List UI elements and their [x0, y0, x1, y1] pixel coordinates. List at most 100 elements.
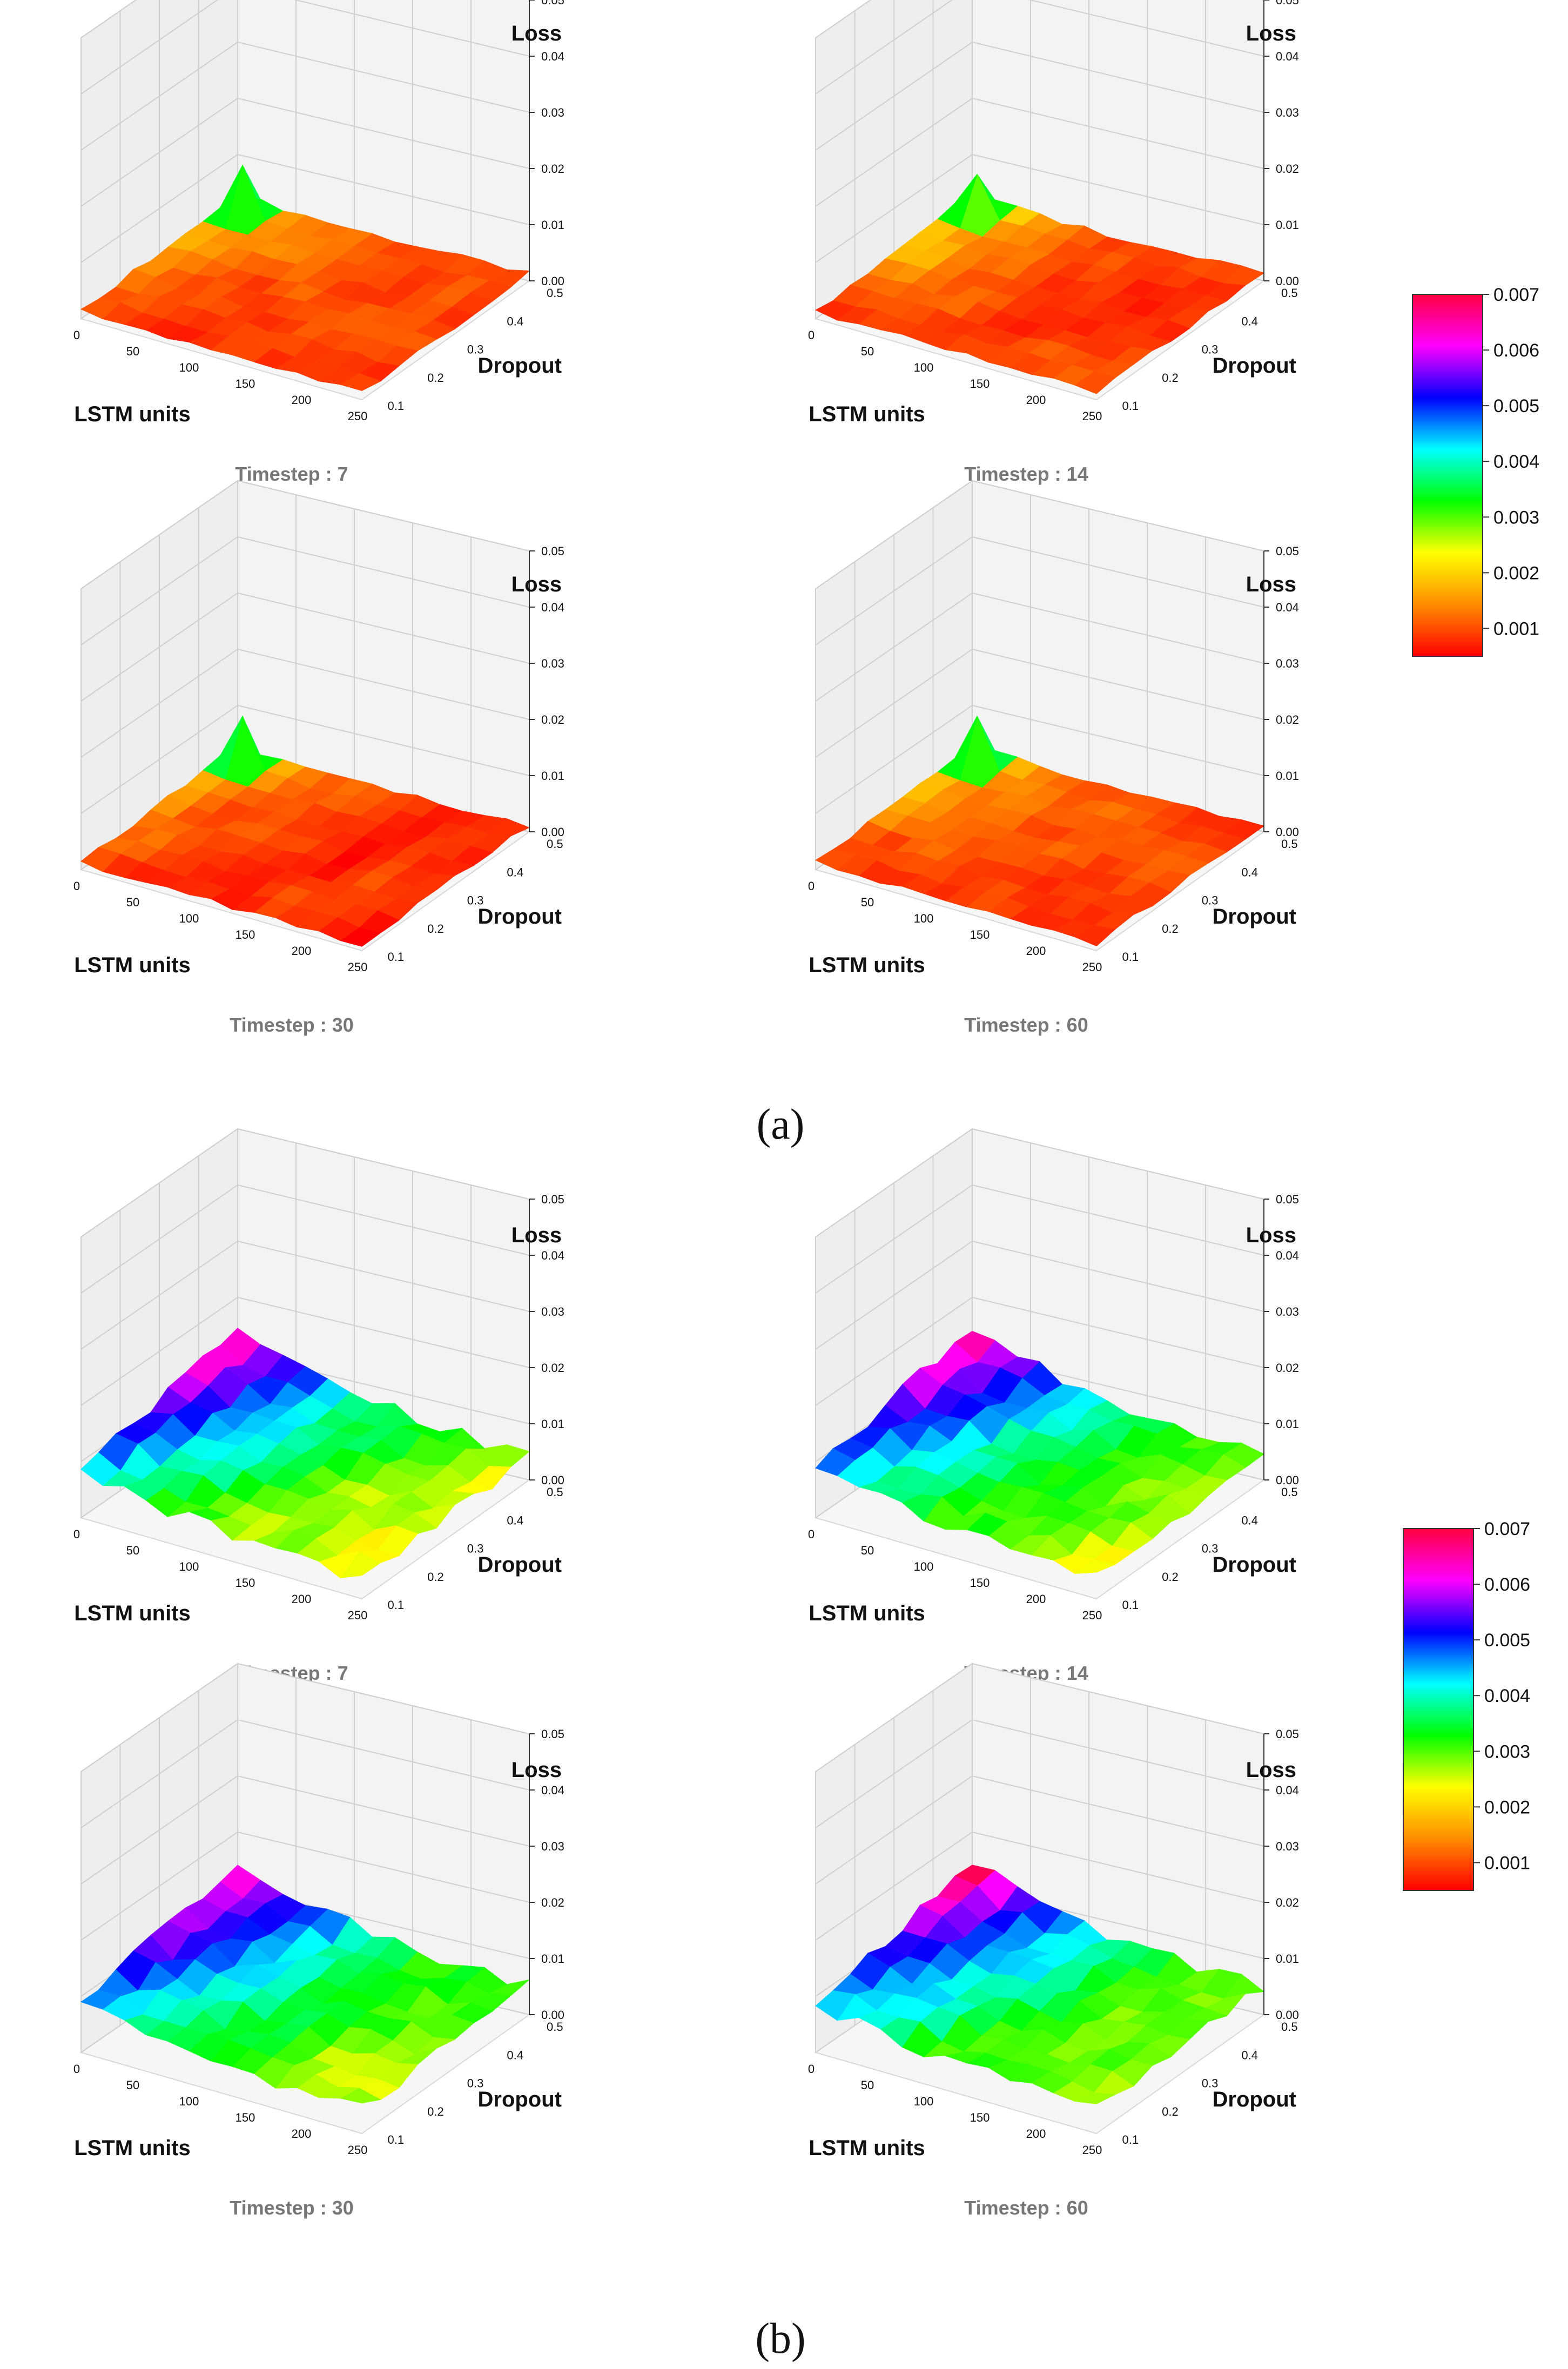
y-tick-label: 0.1: [388, 399, 405, 413]
x-tick-label: 50: [126, 345, 139, 358]
x-tick-label: 150: [235, 2111, 255, 2124]
x-tick-label: 100: [914, 361, 934, 374]
z-tick-label: 0.05: [541, 1727, 564, 1741]
z-axis-label: Loss: [512, 22, 562, 45]
x-tick-label: 50: [126, 1544, 139, 1557]
x-tick-label: 50: [861, 896, 874, 909]
z-tick-label: 0.05: [1276, 544, 1299, 558]
y-tick-label: 0.4: [1241, 1513, 1258, 1527]
y-axis-label: Dropout: [477, 354, 562, 378]
z-tick-label: 0.02: [541, 713, 564, 726]
surface-plot-7: 0 50 100 150 200 250 0.1 0.2 0.3 0.4 0.50.00 0.01 0.…: [73, 1663, 564, 2219]
colorbar-tick-label: 0.005: [1493, 396, 1539, 416]
z-axis-label: Loss: [512, 573, 562, 596]
surface-plot-1: 0 50 100 150 200 250 0.1 0.2 0.3 0.4 0.50.00 0.01 0.…: [73, 0, 564, 485]
z-tick-label: 0.02: [541, 162, 564, 176]
z-tick-label: 0.00: [1276, 825, 1299, 839]
z-tick-label: 0.02: [1276, 713, 1299, 726]
colorbar-tick-label: 0.007: [1484, 1519, 1530, 1539]
y-axis-label: Dropout: [477, 1553, 562, 1577]
z-tick-label: 0.02: [1276, 162, 1299, 176]
surface-patch: [80, 847, 121, 872]
timestep-subtitle: Timestep : 30: [230, 1014, 353, 1036]
y-tick-label: 0.3: [1202, 894, 1219, 907]
colorbar-tick-label: 0.006: [1493, 340, 1539, 361]
y-tick-label: 0.4: [1241, 2048, 1258, 2062]
y-axis-label: Dropout: [1212, 2088, 1296, 2111]
y-tick-label: 0.1: [1122, 950, 1139, 964]
x-axis-label: LSTM units: [809, 402, 925, 426]
z-tick-label: 0.04: [1276, 1784, 1299, 1797]
y-tick-label: 0.3: [1202, 2077, 1219, 2090]
surface-plot-8: 0 50 100 150 200 250 0.1 0.2 0.3 0.4 0.50.00 0.01 0.…: [808, 1663, 1299, 2219]
z-tick-label: 0.00: [1276, 2008, 1299, 2022]
x-tick-label: 100: [179, 2095, 199, 2108]
y-tick-label: 0.3: [467, 343, 484, 356]
y-tick-label: 0.4: [507, 2048, 523, 2062]
y-tick-label: 0.5: [1281, 1485, 1298, 1499]
x-tick-label: 250: [348, 960, 368, 974]
z-tick-label: 0.01: [541, 218, 564, 232]
x-tick-label: 0: [73, 2062, 80, 2076]
y-tick-label: 0.4: [507, 314, 523, 328]
surface-plot-4: 0 50 100 150 200 250 0.1 0.2 0.3 0.4 0.50.00 0.01 0.…: [808, 480, 1299, 1036]
z-tick-label: 0.00: [541, 274, 564, 288]
y-axis-label: Dropout: [1212, 1553, 1296, 1577]
z-axis-label: Loss: [512, 1758, 562, 1782]
loss-surface: [80, 715, 530, 947]
loss-surface: [80, 1328, 530, 1579]
colorbar-tick-label: 0.001: [1493, 618, 1539, 639]
z-tick-label: 0.02: [541, 1896, 564, 1909]
z-tick-label: 0.02: [1276, 1896, 1299, 1909]
colorbar-tick-label: 0.007: [1493, 285, 1539, 305]
z-tick-label: 0.03: [541, 657, 564, 670]
colorbar-tick-label: 0.001: [1484, 1853, 1530, 1873]
x-axis-label: LSTM units: [74, 402, 191, 426]
y-tick-label: 0.2: [1162, 371, 1179, 385]
y-tick-label: 0.1: [1122, 1598, 1139, 1612]
x-tick-label: 50: [861, 2078, 874, 2092]
y-tick-label: 0.3: [467, 894, 484, 907]
y-tick-label: 0.2: [427, 1570, 444, 1584]
x-axis-label: LSTM units: [809, 2136, 925, 2160]
x-tick-label: 250: [1082, 2143, 1102, 2157]
z-tick-label: 0.00: [541, 2008, 564, 2022]
loss-surface: [815, 1331, 1264, 1574]
surface-patch: [80, 299, 121, 319]
x-tick-label: 200: [292, 944, 312, 958]
x-tick-label: 100: [179, 1560, 199, 1573]
y-tick-label: 0.4: [1241, 314, 1258, 328]
x-tick-label: 200: [292, 1592, 312, 1606]
panel-label-b: (b): [755, 2315, 805, 2363]
x-axis-label: LSTM units: [809, 953, 925, 977]
y-tick-label: 0.1: [388, 2133, 405, 2146]
z-tick-label: 0.04: [541, 601, 564, 614]
x-tick-label: 250: [348, 2143, 368, 2157]
x-tick-label: 200: [1026, 2127, 1046, 2141]
z-tick-label: 0.00: [541, 825, 564, 839]
colorbar-tick-label: 0.003: [1493, 507, 1539, 528]
y-tick-label: 0.4: [507, 1513, 523, 1527]
x-tick-label: 100: [914, 2095, 934, 2108]
colorbar-tick-label: 0.002: [1484, 1797, 1530, 1818]
y-axis-label: Dropout: [1212, 905, 1296, 928]
x-tick-label: 150: [970, 377, 990, 391]
z-tick-label: 0.05: [541, 0, 564, 7]
loss-surface: [815, 715, 1265, 947]
colorbar-tick-label: 0.004: [1484, 1686, 1530, 1706]
colorbars-layer: 0.007 0.006 0.005 0.004 0.003 0.002 0.001 0.007…: [1403, 285, 1539, 1891]
colorbar-tick-label: 0.002: [1493, 563, 1539, 583]
z-tick-label: 0.00: [1276, 274, 1299, 288]
x-tick-label: 0: [73, 1527, 80, 1541]
x-tick-label: 100: [179, 361, 199, 374]
loss-surface: [815, 173, 1265, 394]
y-tick-label: 0.2: [427, 371, 444, 385]
z-tick-label: 0.01: [1276, 1417, 1299, 1431]
colorbar-a: 0.007 0.006 0.005 0.004 0.003 0.002 0.001: [1412, 285, 1539, 657]
x-axis-label: LSTM units: [74, 2136, 191, 2160]
x-tick-label: 100: [914, 1560, 934, 1573]
y-tick-label: 0.3: [467, 2077, 484, 2090]
y-tick-label: 0.2: [1162, 2105, 1179, 2118]
y-tick-label: 0.2: [427, 2105, 444, 2118]
